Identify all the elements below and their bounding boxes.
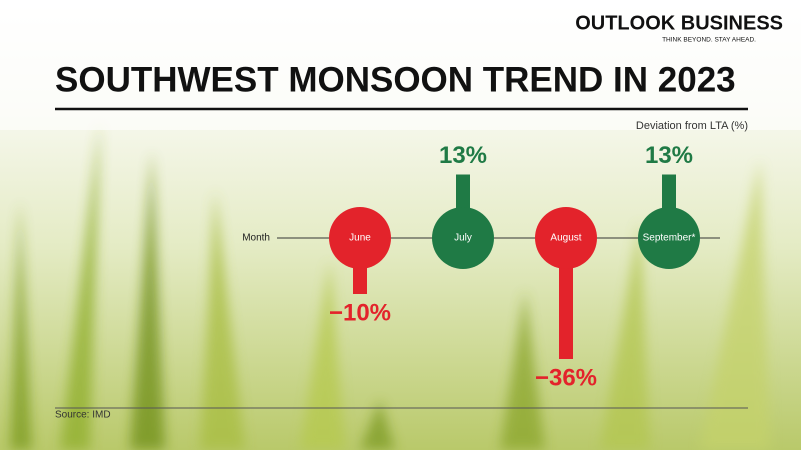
grass-blades <box>10 120 770 450</box>
month-bubble <box>638 207 700 269</box>
value-label: 13% <box>645 142 693 169</box>
month-bubble <box>432 207 494 269</box>
value-label: −36% <box>535 364 597 391</box>
brand: OUTLOOK BUSINESS <box>575 12 783 34</box>
month-bubble <box>329 207 391 269</box>
source: Source: IMD <box>55 410 111 421</box>
subtitle: Deviation from LTA (%) <box>636 120 748 132</box>
tagline: THINK BEYOND. STAY AHEAD. <box>662 37 756 44</box>
category-label: September* <box>643 233 696 244</box>
category-label: June <box>349 233 371 244</box>
chart-title: SOUTHWEST MONSOON TREND IN 2023 <box>55 60 736 99</box>
category-label: August <box>550 233 581 244</box>
x-axis-label: Month <box>242 233 270 244</box>
value-label: −10% <box>329 299 391 326</box>
value-label: 13% <box>439 142 487 169</box>
month-bubble <box>535 207 597 269</box>
category-label: July <box>454 233 472 244</box>
